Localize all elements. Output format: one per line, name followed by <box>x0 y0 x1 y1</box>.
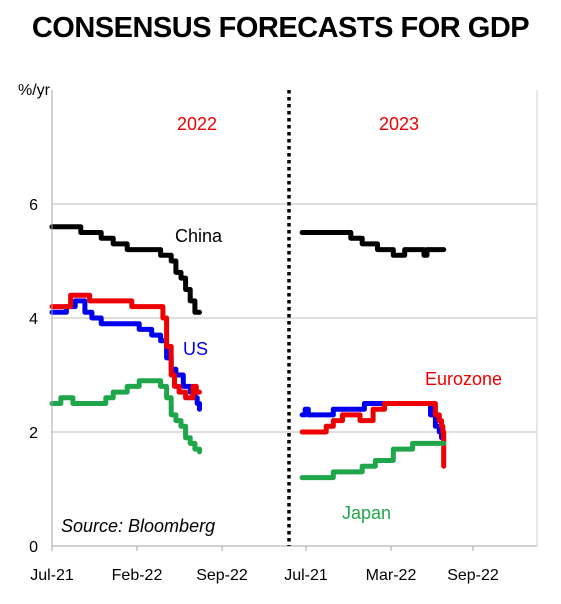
series-label-japan: Japan <box>342 503 391 523</box>
y-tick-label: 4 <box>29 311 38 328</box>
series-line-eurozone-2023 <box>299 401 447 469</box>
series-label-us: US <box>183 339 208 359</box>
series-line-us-2023 <box>299 401 444 441</box>
x-tick-label: Jul-21 <box>30 567 74 584</box>
series-line-china-2023 <box>299 230 447 258</box>
series-line-japan-2023 <box>299 440 447 481</box>
panel-year-label: 2022 <box>177 114 217 134</box>
x-tick-label: Feb-22 <box>112 567 163 584</box>
x-tick-label: Mar-22 <box>366 567 417 584</box>
text-layer: 0 2 4 6 %/yr Jul-21 Feb-22 Sep-22 2022 Jul-21 Mar-… <box>18 82 502 584</box>
y-tick-label: 6 <box>29 197 38 214</box>
panel-year-label: 2023 <box>379 114 419 134</box>
grid-layer <box>52 203 537 433</box>
x-tick-label: Jul-21 <box>284 567 328 584</box>
y-tick-label: 0 <box>29 539 38 556</box>
x-tick-label: Sep-22 <box>196 567 248 584</box>
source-note: Source: Bloomberg <box>61 516 215 536</box>
series-layer <box>49 224 447 481</box>
series-label-eurozone: Eurozone <box>425 369 502 389</box>
axis-layer <box>51 90 538 551</box>
y-axis-unit-label: %/yr <box>18 82 51 99</box>
series-line-japan-2022 <box>49 378 202 455</box>
series-label-china: China <box>175 226 223 246</box>
chart-title: CONSENSUS FORECASTS FOR GDP <box>31 12 530 44</box>
y-tick-label: 2 <box>29 425 38 442</box>
series-line-china-2022 <box>49 224 202 315</box>
x-tick-label: Sep-22 <box>447 567 499 584</box>
series-line-eurozone-2022 <box>49 292 202 401</box>
